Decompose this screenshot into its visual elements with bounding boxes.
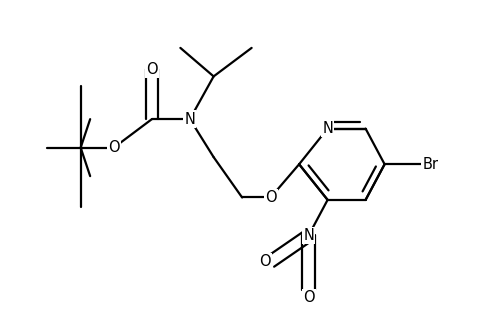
- Text: Br: Br: [422, 157, 438, 172]
- Text: N: N: [322, 121, 332, 136]
- Text: N: N: [184, 112, 195, 127]
- Text: O: O: [259, 254, 270, 269]
- Text: N: N: [303, 228, 313, 243]
- Text: O: O: [264, 190, 276, 205]
- Text: O: O: [302, 290, 314, 305]
- Text: O: O: [146, 62, 158, 77]
- Text: O: O: [108, 140, 120, 155]
